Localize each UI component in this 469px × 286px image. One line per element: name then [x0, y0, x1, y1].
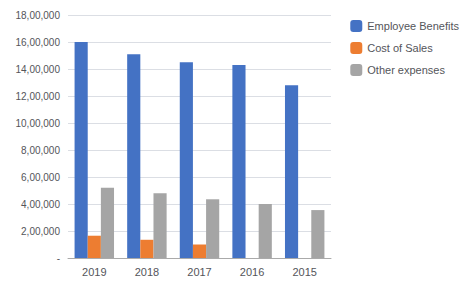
svg-text:2017: 2017 [187, 266, 211, 278]
svg-text:2,00,000: 2,00,000 [21, 226, 60, 237]
svg-text:4,00,000: 4,00,000 [21, 199, 60, 210]
svg-text:10,00,000: 10,00,000 [16, 118, 61, 129]
svg-text:Cost of Sales: Cost of Sales [367, 42, 433, 54]
svg-text:12,00,000: 12,00,000 [16, 91, 61, 102]
svg-text:2019: 2019 [82, 266, 106, 278]
svg-text:6,00,000: 6,00,000 [21, 172, 60, 183]
svg-text:8,00,000: 8,00,000 [21, 145, 60, 156]
svg-text:2015: 2015 [292, 266, 316, 278]
svg-text:Other expenses: Other expenses [367, 64, 445, 76]
svg-text:2018: 2018 [135, 266, 159, 278]
svg-text:16,00,000: 16,00,000 [16, 37, 61, 48]
svg-text:2016: 2016 [240, 266, 264, 278]
svg-text:Employee Benefits: Employee Benefits [367, 20, 459, 32]
svg-text:-: - [57, 253, 60, 264]
svg-text:14,00,000: 14,00,000 [16, 64, 61, 75]
svg-text:18,00,000: 18,00,000 [16, 10, 61, 21]
